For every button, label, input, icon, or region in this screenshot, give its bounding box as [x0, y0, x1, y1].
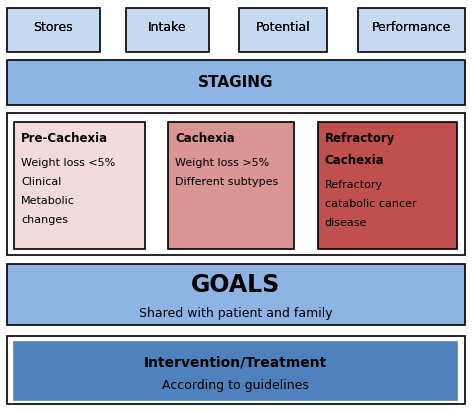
Text: Weight loss <5%: Weight loss <5%	[21, 158, 116, 168]
Text: Weight loss >5%: Weight loss >5%	[175, 158, 270, 168]
Text: disease: disease	[325, 218, 367, 227]
Text: Performance: Performance	[372, 21, 451, 34]
Text: Different subtypes: Different subtypes	[175, 177, 279, 187]
Text: Shared with patient and family: Shared with patient and family	[139, 307, 333, 320]
Text: GOALS: GOALS	[191, 273, 281, 297]
Text: Refractory: Refractory	[325, 180, 383, 190]
FancyBboxPatch shape	[7, 8, 100, 52]
Text: Clinical: Clinical	[21, 177, 62, 187]
FancyBboxPatch shape	[168, 122, 294, 249]
FancyBboxPatch shape	[14, 122, 145, 249]
Text: Intake: Intake	[148, 21, 186, 34]
FancyBboxPatch shape	[358, 8, 465, 52]
Text: changes: changes	[21, 215, 68, 225]
FancyBboxPatch shape	[14, 342, 457, 400]
Text: Potential: Potential	[256, 21, 310, 34]
Text: According to guidelines: According to guidelines	[163, 379, 309, 392]
Text: Metabolic: Metabolic	[21, 196, 75, 206]
Text: Performance: Performance	[372, 21, 451, 34]
Text: Cachexia: Cachexia	[325, 154, 384, 167]
FancyBboxPatch shape	[7, 264, 465, 325]
FancyBboxPatch shape	[7, 60, 465, 105]
Text: Pre-Cachexia: Pre-Cachexia	[21, 132, 109, 145]
Text: catabolic cancer: catabolic cancer	[325, 199, 416, 208]
Text: Stores: Stores	[34, 21, 73, 34]
Text: Refractory: Refractory	[325, 132, 395, 145]
FancyBboxPatch shape	[239, 8, 327, 52]
FancyBboxPatch shape	[7, 336, 465, 404]
Text: Cachexia: Cachexia	[175, 132, 235, 145]
Text: Potential: Potential	[256, 21, 310, 34]
Text: Intervention/Treatment: Intervention/Treatment	[144, 355, 328, 369]
FancyBboxPatch shape	[7, 113, 465, 255]
Text: Stores: Stores	[34, 21, 73, 34]
FancyBboxPatch shape	[126, 8, 209, 52]
Text: STAGING: STAGING	[198, 75, 273, 90]
Text: Intake: Intake	[148, 21, 186, 34]
FancyBboxPatch shape	[318, 122, 457, 249]
